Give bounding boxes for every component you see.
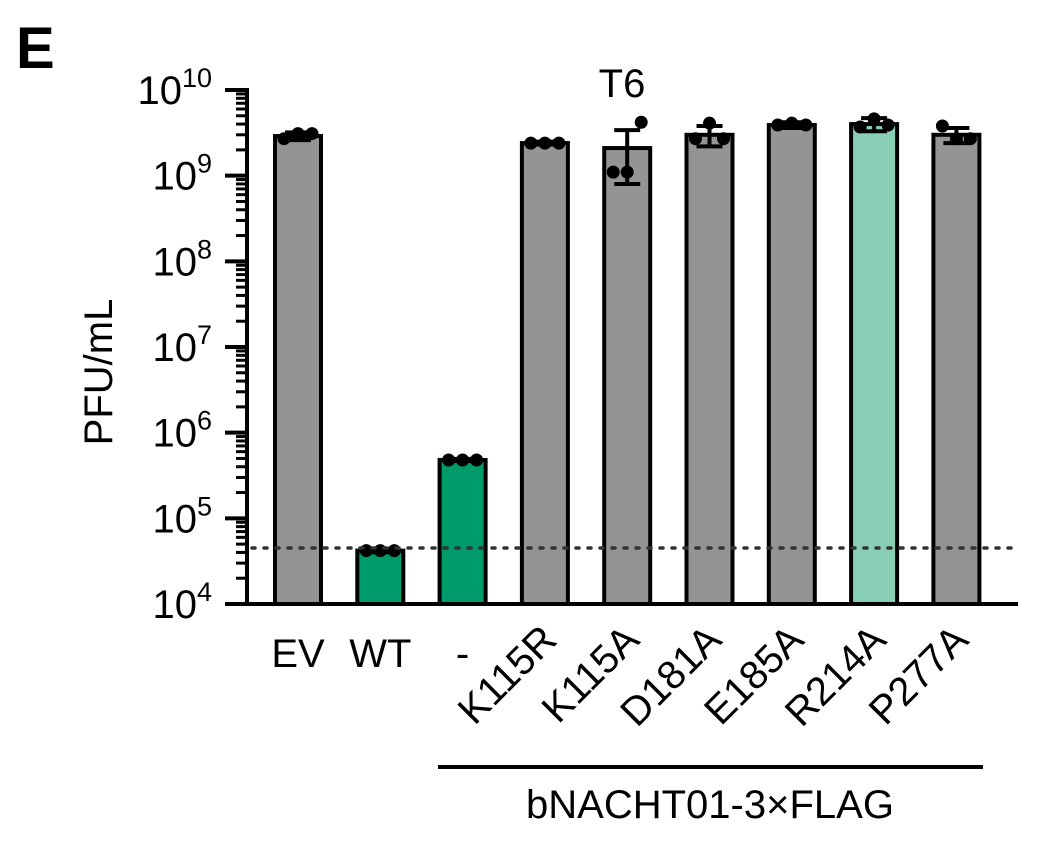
y-tick-exponent: 5 xyxy=(197,491,212,521)
data-point xyxy=(291,127,305,141)
chart-title: T6 xyxy=(599,62,646,106)
bar xyxy=(355,548,406,607)
data-point xyxy=(305,127,319,141)
y-tick-label: 107 xyxy=(152,320,212,370)
data-point xyxy=(881,118,895,132)
data-point xyxy=(359,544,373,558)
data-point xyxy=(606,165,620,179)
data-point xyxy=(470,453,484,467)
data-point xyxy=(771,118,785,132)
data-point xyxy=(442,453,456,467)
panel-letter: E xyxy=(16,16,55,81)
y-tick-label: 105 xyxy=(152,491,212,541)
data-point xyxy=(785,116,799,130)
data-point xyxy=(867,112,881,126)
y-tick-base: 10 xyxy=(137,69,182,113)
y-tick-base: 10 xyxy=(152,412,197,456)
data-point xyxy=(620,165,634,179)
y-tick-label: 1010 xyxy=(137,63,212,113)
bar xyxy=(519,141,570,606)
data-point xyxy=(456,453,470,467)
bar xyxy=(684,132,735,606)
data-point xyxy=(538,136,552,150)
x-tick-label: EV xyxy=(271,632,325,676)
data-point xyxy=(277,132,291,146)
y-tick-base: 10 xyxy=(152,155,197,199)
data-point xyxy=(949,132,963,146)
y-tick-base: 10 xyxy=(152,497,197,541)
y-tick-label: 108 xyxy=(152,234,212,284)
bar xyxy=(273,134,323,606)
data-point xyxy=(853,120,867,134)
y-tick-label: 104 xyxy=(152,577,212,627)
bar xyxy=(602,146,653,607)
y-tick-exponent: 8 xyxy=(197,234,212,264)
x-tick-label: - xyxy=(456,632,469,676)
data-point xyxy=(552,136,566,150)
data-point xyxy=(799,118,813,132)
y-tick-label: 106 xyxy=(152,406,212,456)
y-tick-exponent: 4 xyxy=(197,577,212,607)
bar xyxy=(931,132,982,606)
data-point xyxy=(703,116,716,130)
y-tick-base: 10 xyxy=(152,583,197,627)
y-tick-label: 109 xyxy=(152,149,212,199)
bar xyxy=(766,123,817,606)
data-point xyxy=(634,115,648,129)
y-tick-base: 10 xyxy=(152,240,197,284)
y-tick-base: 10 xyxy=(152,326,197,370)
data-point xyxy=(689,132,702,146)
data-point xyxy=(717,132,730,146)
y-tick-exponent: 10 xyxy=(182,63,212,93)
bar xyxy=(437,457,488,606)
y-tick-exponent: 7 xyxy=(197,320,212,350)
group-label: bNACHT01-3×FLAG xyxy=(526,783,894,827)
y-tick-exponent: 6 xyxy=(197,406,212,436)
data-point xyxy=(963,132,977,146)
data-point xyxy=(373,544,387,558)
y-tick-exponent: 9 xyxy=(197,149,212,179)
y-axis-label: PFU/mL xyxy=(77,299,121,446)
x-tick-label: WT xyxy=(349,632,411,676)
data-point xyxy=(935,119,949,133)
data-point xyxy=(524,136,538,150)
data-point xyxy=(387,544,401,558)
bar xyxy=(849,122,900,607)
